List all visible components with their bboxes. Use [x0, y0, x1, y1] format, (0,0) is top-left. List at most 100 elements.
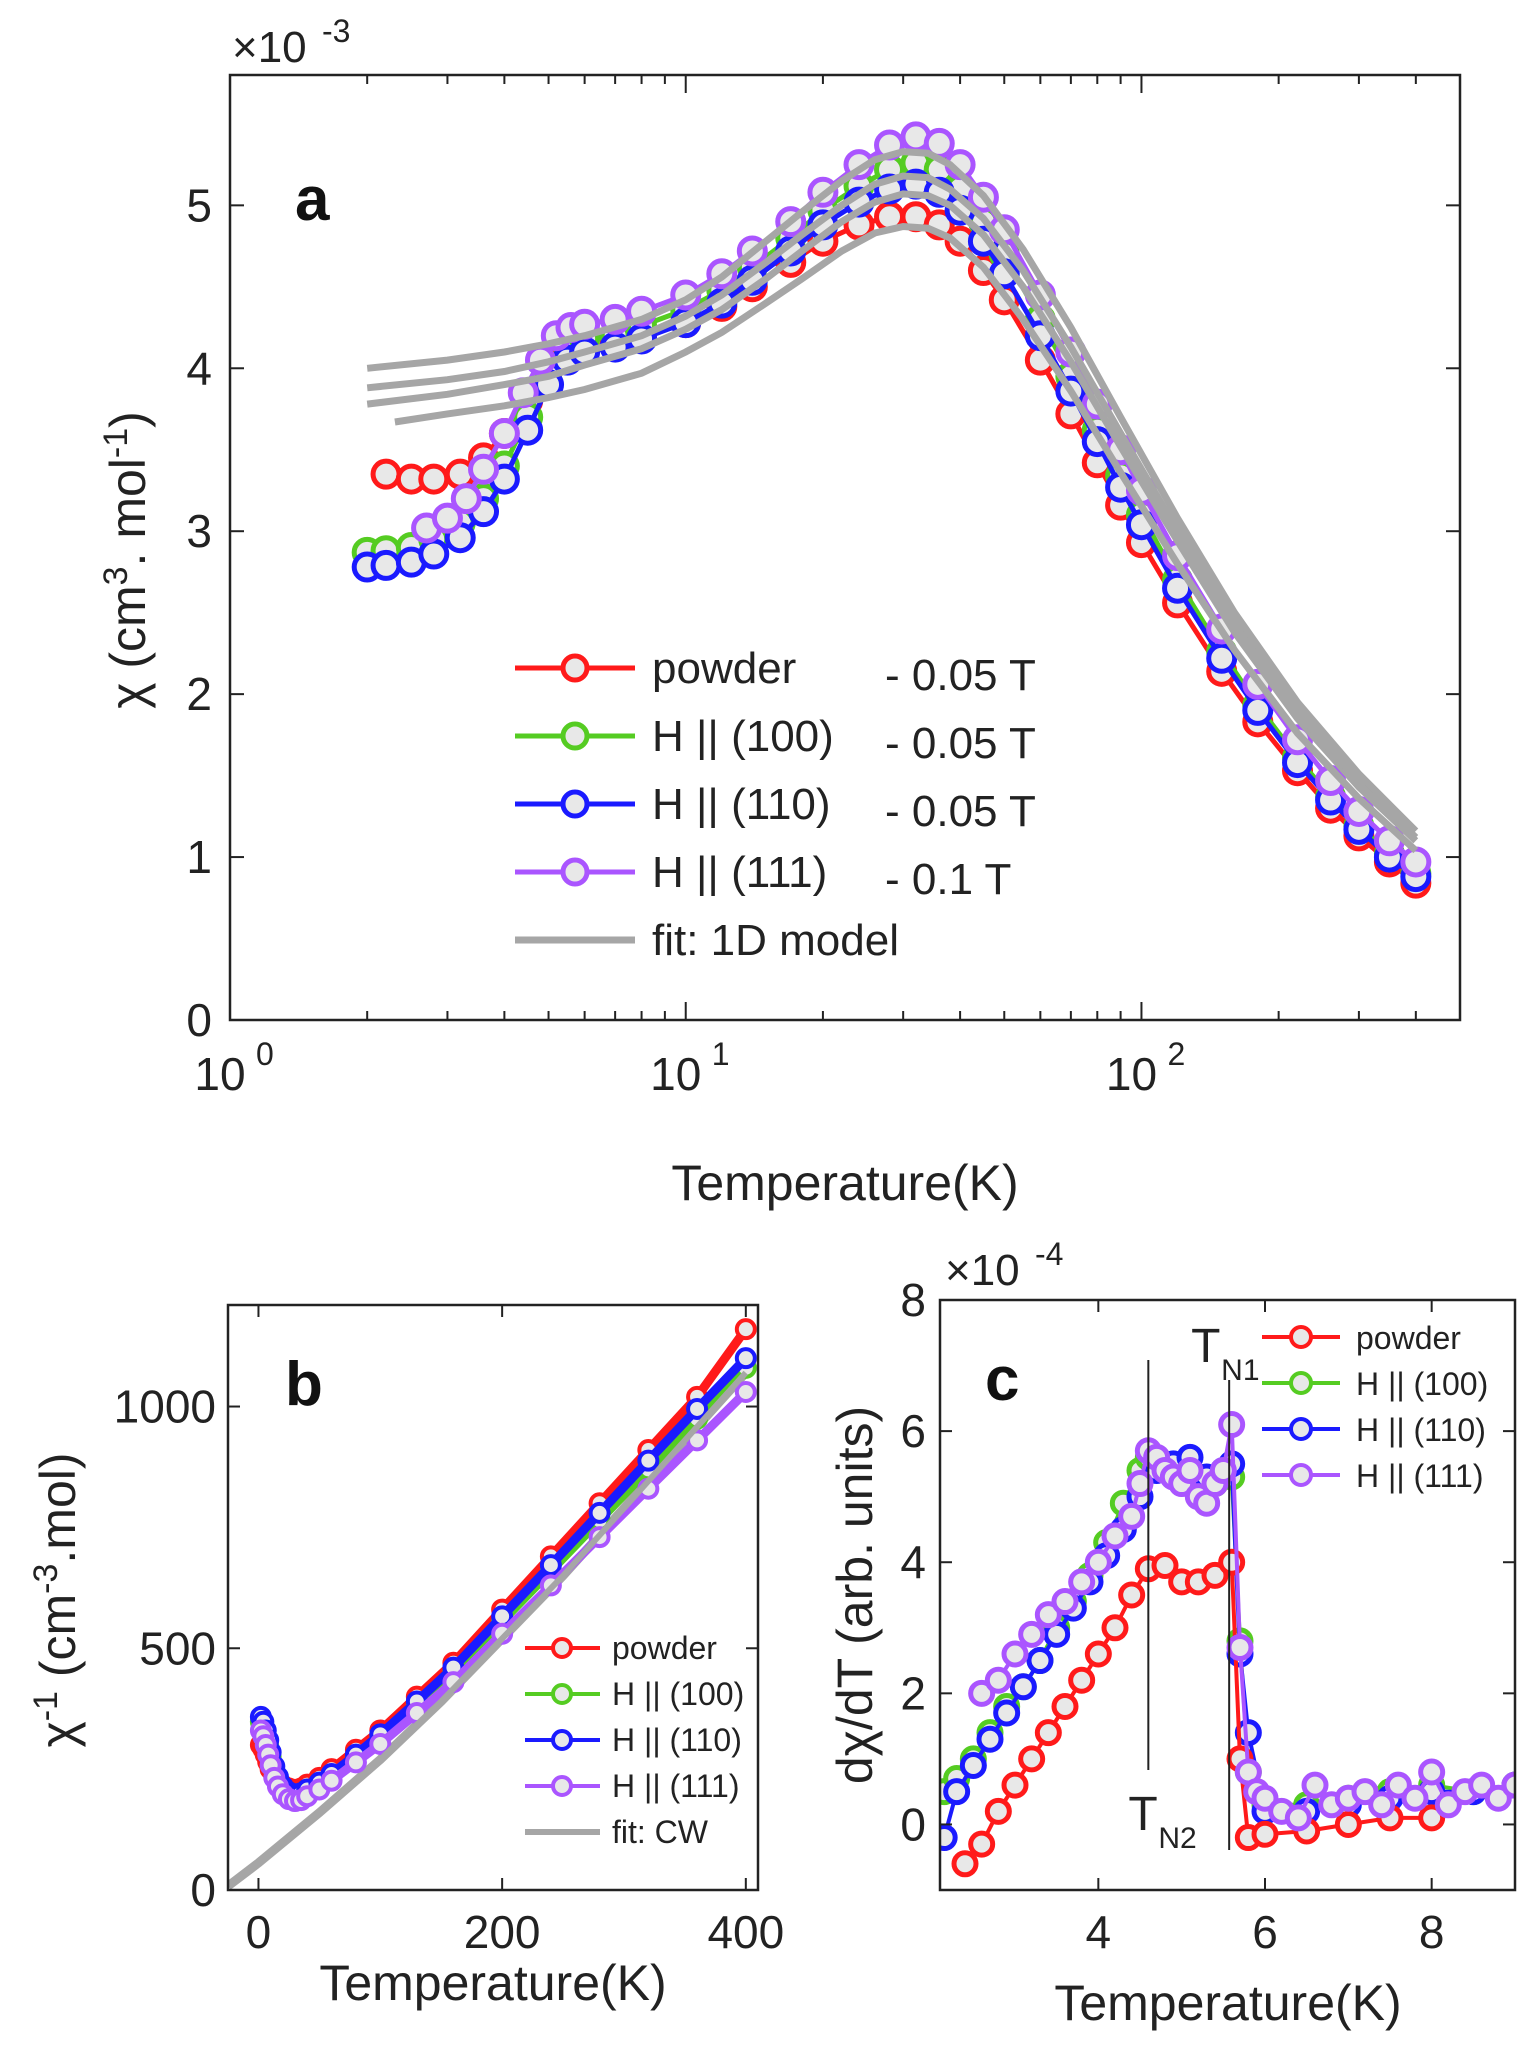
panel-c-legend-swatch-marker — [1289, 1325, 1313, 1349]
panel-a-legend-label: H || (110) — [652, 780, 831, 829]
panel-c-point-powder — [1418, 1804, 1446, 1832]
panel-a-ytick-label: 1 — [186, 831, 212, 883]
panel-c-point-powder — [1118, 1581, 1146, 1609]
panel-c-point-h-110 — [993, 1699, 1021, 1727]
panel-b-legend-label: H || (110) — [612, 1722, 742, 1758]
panel-b-ticks: 0 500 1000 0 200 400 — [114, 1305, 784, 1958]
panel-c-point-h-111 — [1068, 1568, 1096, 1596]
panel-a-xtick-label-exp: 2 — [1167, 1036, 1185, 1072]
panel-c-point-powder — [984, 1797, 1012, 1825]
panel-c-xlabel: Temperature(K) — [1054, 1975, 1401, 2031]
panel-a-legend-swatch-marker — [560, 857, 590, 887]
panel-a-fit-curve-1 — [394, 222, 1419, 854]
panel-c-point-h-110 — [940, 1824, 958, 1852]
panel-c-point-h-111 — [1384, 1771, 1412, 1799]
panel-c-legend-label: H || (100) — [1356, 1366, 1488, 1402]
panel-b-xtick-label: 200 — [464, 1906, 541, 1958]
panel-a-point-powder — [370, 458, 402, 490]
panel-b-legend: powder H || (100) H || (110) H || (111) fit:… — [525, 1630, 744, 1850]
panel-c-multiplier-base: ×10 — [945, 1246, 1020, 1295]
panel-c-tn2-sub: N2 — [1158, 1822, 1196, 1855]
panel-c-tn1-label: T — [1191, 1320, 1220, 1373]
panel-a-legend-swatch-marker — [560, 721, 590, 751]
panel-a-multiplier-base: ×10 — [232, 23, 307, 72]
panel-b-legend-label: powder — [612, 1630, 717, 1666]
panel-c-point-h-111 — [1101, 1522, 1129, 1550]
panel-c-point-powder — [1151, 1552, 1179, 1579]
panel-a-point-h-111 — [1400, 846, 1432, 878]
panel-b-point-h-110 — [588, 1501, 611, 1524]
panel-a-fit-curve-4 — [366, 148, 1419, 834]
panel-c-legend-swatch-marker — [1289, 1417, 1313, 1441]
panel-b-legend-swatch-marker — [551, 1683, 573, 1705]
panel-a-xtick-label-exp: 0 — [256, 1036, 274, 1072]
panel-c-point-h-111 — [1434, 1791, 1462, 1819]
panel-c-point-powder — [968, 1830, 996, 1858]
panel-c-point-h-111 — [1218, 1411, 1246, 1439]
panel-b-point-h-111 — [369, 1732, 392, 1755]
panel-c-point-h-111 — [1484, 1784, 1512, 1812]
panel-c-point-powder — [1251, 1820, 1279, 1848]
panel-c-point-h-111 — [1284, 1804, 1312, 1832]
panel-b-point-powder — [734, 1318, 757, 1341]
panel-c-point-h-111 — [1001, 1640, 1029, 1668]
panel-c-legend-label: powder — [1356, 1320, 1461, 1356]
panel-a-legend-field: - 0.05 T — [885, 651, 1036, 700]
panel-c-ytick-label: 8 — [900, 1274, 926, 1326]
panel-c-point-h-110 — [1026, 1647, 1054, 1675]
panel-c-point-powder — [1218, 1548, 1246, 1576]
panel-a-frame — [228, 73, 1462, 1022]
panel-a-point-h-111 — [488, 417, 520, 449]
panel-c-ylabel: dχ/dT (arb. units) — [827, 1406, 883, 1784]
panel-b-ylabel-text: χ-1 (cm-3.mol) — [27, 1452, 86, 1747]
panel-a-legend: powder - 0.05 T H || (100) - 0.05 T H || (11… — [515, 644, 1036, 965]
panel-c-point-h-111 — [1034, 1601, 1062, 1629]
panel-c-point-powder — [1084, 1640, 1112, 1668]
panel-a-point-h-110 — [370, 549, 402, 581]
panel-c: 0 2 4 6 8 4 6 8 ×10 -4 c Temperature(K) dχ/dT (… — [827, 1236, 1517, 2031]
panel-b-ytick-label: 500 — [139, 1622, 216, 1674]
panel-c-point-powder — [1201, 1561, 1229, 1589]
panel-c-point-h-111 — [1468, 1771, 1496, 1799]
panel-c-point-h-111 — [1084, 1548, 1112, 1576]
panel-a-fit-curve-3 — [366, 172, 1419, 841]
panel-b-fit-line-overlay — [378, 1370, 749, 1762]
panel-c-legend: powder H || (100) H || (110) H || (111) — [1262, 1320, 1488, 1494]
panel-a-point-h-111 — [450, 483, 482, 515]
panel-c-point-h-111 — [1176, 1456, 1204, 1484]
panel-b: 0 500 1000 0 200 400 b Temperature(K) χ-1 (cm… — [27, 1303, 784, 2011]
panel-c-point-h-111 — [1301, 1771, 1329, 1799]
panel-a-ytick-label: 2 — [186, 668, 212, 720]
panel-c-point-h-111 — [1251, 1784, 1279, 1812]
panel-a-legend-label: H || (111) — [652, 848, 827, 897]
panel-c-multiplier: ×10 -4 — [945, 1236, 1063, 1295]
panel-a-legend-field: - 0.1 T — [885, 855, 1011, 904]
panel-c-legend-label: H || (111) — [1356, 1458, 1483, 1494]
panel-c-point-powder — [1034, 1719, 1062, 1747]
panel-c-point-h-111 — [1401, 1784, 1429, 1812]
panel-c-tn1-sub: N1 — [1221, 1354, 1259, 1387]
panel-c-point-h-110 — [943, 1778, 971, 1806]
panel-c-ytick-label: 4 — [900, 1536, 926, 1588]
panel-c-point-powder — [1051, 1692, 1079, 1720]
panel-c-point-h-110 — [1009, 1673, 1037, 1701]
panel-a-legend-label: H || (100) — [652, 712, 834, 761]
panel-c-legend-swatch-marker — [1289, 1463, 1313, 1487]
panel-b-point-h-110 — [686, 1397, 709, 1420]
panel-c-point-h-111 — [1501, 1771, 1515, 1799]
panel-c-point-powder — [1101, 1614, 1129, 1642]
panel-c-ytick-label: 6 — [900, 1405, 926, 1457]
panel-a-xtick-label: 10 — [1106, 1048, 1157, 1100]
panel-b-point-h-111 — [344, 1751, 367, 1774]
panel-c-point-h-111 — [1418, 1758, 1446, 1786]
panel-c-point-h-110 — [976, 1725, 1004, 1753]
panel-a-legend-field: - 0.05 T — [885, 719, 1036, 768]
panel-b-xtick-label: 400 — [707, 1906, 784, 1958]
panel-c-ytick-label: 2 — [900, 1667, 926, 1719]
panel-b-letter: b — [285, 1350, 323, 1419]
panel-b-point-h-110 — [734, 1347, 757, 1370]
panel-a-legend-field: - 0.05 T — [885, 787, 1036, 836]
panel-a-ytick-label: 0 — [186, 994, 212, 1046]
